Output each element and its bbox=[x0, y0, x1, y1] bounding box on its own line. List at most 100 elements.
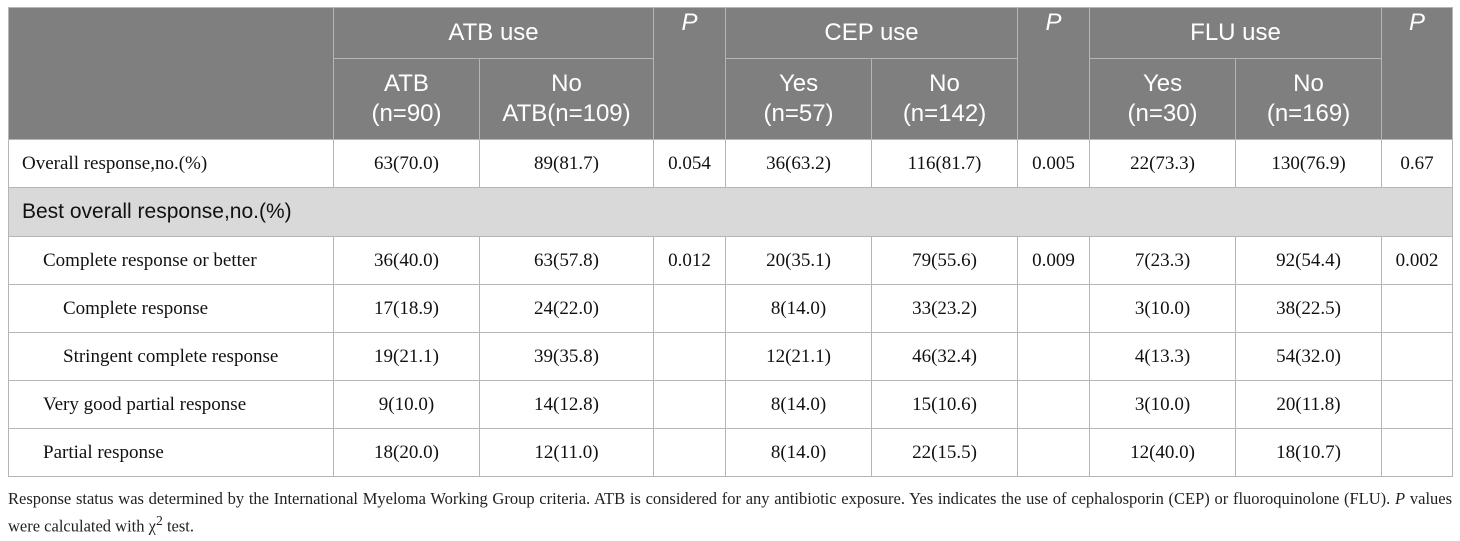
table-cell: 36(40.0) bbox=[333, 236, 480, 285]
table-cell: 54(32.0) bbox=[1235, 332, 1383, 381]
table-cell: 18(10.7) bbox=[1235, 428, 1383, 477]
overall-response-row: Overall response,no.(%) 63(70.0) 89(81.7… bbox=[8, 139, 1454, 188]
table-cell: 46(32.4) bbox=[871, 332, 1019, 381]
p-value-cell bbox=[1017, 428, 1091, 477]
table-cell: 19(21.1) bbox=[333, 332, 480, 381]
row-label: Complete response bbox=[8, 284, 334, 333]
table-cell: 39(35.8) bbox=[478, 332, 655, 381]
subheader-line: (n=30) bbox=[1127, 100, 1198, 127]
table-cell: 22(15.5) bbox=[871, 428, 1019, 477]
subheader-line: No bbox=[1293, 70, 1324, 97]
table-cell: 79(55.6) bbox=[871, 236, 1019, 285]
row-label: Complete response or better bbox=[8, 236, 334, 285]
header-group-atb: ATB use bbox=[332, 7, 655, 59]
p-value-cell: 0.009 bbox=[1017, 236, 1091, 285]
table-row: Very good partial response 9(10.0) 14(12… bbox=[8, 380, 1454, 429]
subheader-line: ATB(n=109) bbox=[502, 100, 631, 127]
subheader-line: No bbox=[551, 70, 582, 97]
p-value-cell: 0.002 bbox=[1381, 236, 1454, 285]
footnote-superscript: 2 bbox=[155, 513, 163, 528]
table-row: Complete response or better 36(40.0) 63(… bbox=[8, 236, 1454, 285]
p-value-cell bbox=[653, 380, 727, 429]
p-value-cell bbox=[1017, 284, 1091, 333]
table-cell: 14(12.8) bbox=[478, 380, 655, 429]
table-cell: 20(35.1) bbox=[725, 236, 873, 285]
footnote-text: Response status was determined by the In… bbox=[8, 489, 1391, 508]
table-row: Complete response 17(18.9) 24(22.0) 8(14… bbox=[8, 284, 1454, 333]
subheader-line: No bbox=[929, 70, 960, 97]
row-label: Overall response,no.(%) bbox=[8, 139, 334, 188]
header-p-atb: P bbox=[653, 7, 727, 140]
p-value-cell: 0.054 bbox=[653, 139, 727, 188]
subheader-line: (n=90) bbox=[371, 100, 442, 127]
subheader-line: (n=57) bbox=[763, 100, 834, 127]
subheader-cep-no: No (n=142) bbox=[871, 58, 1019, 140]
table-cell: 36(63.2) bbox=[725, 139, 873, 188]
table-cell: 33(23.2) bbox=[871, 284, 1019, 333]
p-value-cell bbox=[1381, 428, 1454, 477]
table-cell: 24(22.0) bbox=[478, 284, 655, 333]
subheader-line: (n=142) bbox=[902, 100, 987, 127]
p-value-cell bbox=[1017, 332, 1091, 381]
p-value-cell: 0.67 bbox=[1381, 139, 1454, 188]
table-row: Partial response 18(20.0) 12(11.0) 8(14.… bbox=[8, 428, 1454, 477]
table-cell: 3(10.0) bbox=[1089, 380, 1237, 429]
p-value-cell bbox=[1017, 380, 1091, 429]
header-group-cep: CEP use bbox=[725, 7, 1019, 59]
header-p-flu: P bbox=[1381, 7, 1454, 140]
p-value-cell bbox=[653, 284, 727, 333]
table-cell: 22(73.3) bbox=[1089, 139, 1237, 188]
header-p-cep: P bbox=[1017, 7, 1091, 140]
row-label: Partial response bbox=[8, 428, 334, 477]
table-cell: 8(14.0) bbox=[725, 380, 873, 429]
table-cell: 15(10.6) bbox=[871, 380, 1019, 429]
table-cell: 8(14.0) bbox=[725, 284, 873, 333]
header-row-groups: ATB use P CEP use P FLU use P bbox=[8, 7, 1454, 140]
table-cell: 18(20.0) bbox=[333, 428, 480, 477]
header-corner bbox=[8, 7, 334, 140]
table-cell: 17(18.9) bbox=[333, 284, 480, 333]
subheader-line: Yes bbox=[778, 70, 819, 97]
table-cell: 12(11.0) bbox=[478, 428, 655, 477]
table-cell: 9(10.0) bbox=[333, 380, 480, 429]
table-cell: 63(57.8) bbox=[478, 236, 655, 285]
table-footnote: Response status was determined by the In… bbox=[8, 488, 1452, 538]
footnote-text-stats: values were calculated with χ bbox=[8, 489, 1453, 536]
subheader-flu-no: No (n=169) bbox=[1235, 58, 1383, 140]
p-value-cell bbox=[1381, 284, 1454, 333]
table-row: Stringent complete response 19(21.1) 39(… bbox=[8, 332, 1454, 381]
p-value-cell bbox=[653, 428, 727, 477]
header-row-subgroups: ATB (n=90) No ATB(n=109) Yes (n=57) No (n=14… bbox=[9, 58, 1453, 140]
table-cell: 92(54.4) bbox=[1235, 236, 1383, 285]
row-label: Stringent complete response bbox=[8, 332, 334, 381]
subheader-line: ATB bbox=[384, 70, 429, 97]
table-cell: 3(10.0) bbox=[1089, 284, 1237, 333]
section-row: Best overall response,no.(%) bbox=[7, 187, 1454, 237]
footnote-p-symbol: P bbox=[1395, 489, 1406, 508]
table-cell: 89(81.7) bbox=[478, 139, 655, 188]
subheader-line: (n=169) bbox=[1266, 100, 1351, 127]
subheader-line: Yes bbox=[1142, 70, 1183, 97]
footnote-text-end: test. bbox=[166, 516, 195, 536]
subheader-atb-no: No ATB(n=109) bbox=[478, 58, 655, 140]
p-value-cell: 0.012 bbox=[653, 236, 727, 285]
table-cell: 130(76.9) bbox=[1235, 139, 1383, 188]
p-value-cell bbox=[1381, 380, 1454, 429]
p-value-cell bbox=[653, 332, 727, 381]
p-value-cell: 0.005 bbox=[1017, 139, 1091, 188]
table-cell: 4(13.3) bbox=[1089, 332, 1237, 381]
row-label: Very good partial response bbox=[8, 380, 334, 429]
response-table: ATB use P CEP use P FLU use P ATB (n=90) … bbox=[7, 7, 1454, 477]
table-cell: 12(21.1) bbox=[725, 332, 873, 381]
section-label: Best overall response,no.(%) bbox=[7, 187, 1454, 237]
table-cell: 116(81.7) bbox=[871, 139, 1019, 188]
p-value-cell bbox=[1381, 332, 1454, 381]
table-cell: 63(70.0) bbox=[333, 139, 480, 188]
subheader-cep-yes: Yes (n=57) bbox=[725, 58, 873, 140]
header-group-flu: FLU use bbox=[1089, 7, 1383, 59]
subheader-flu-yes: Yes (n=30) bbox=[1089, 58, 1237, 140]
table-cell: 8(14.0) bbox=[725, 428, 873, 477]
table-cell: 12(40.0) bbox=[1089, 428, 1237, 477]
table-cell: 38(22.5) bbox=[1235, 284, 1383, 333]
subheader-atb-yes: ATB (n=90) bbox=[333, 58, 480, 140]
